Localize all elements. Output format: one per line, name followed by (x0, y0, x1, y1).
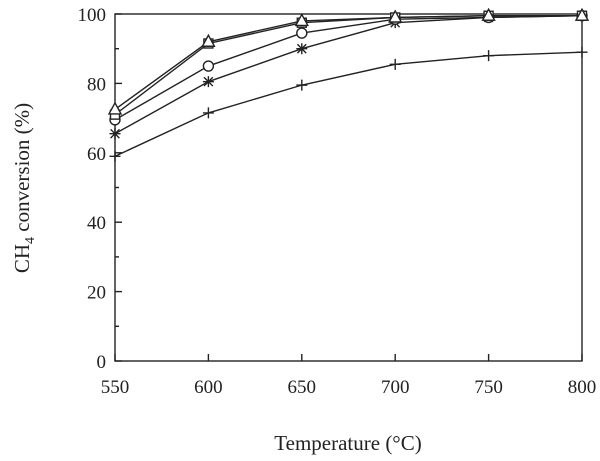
series-line (114, 15, 583, 121)
series-circle (109, 10, 588, 126)
data-point (296, 79, 308, 91)
data-point (109, 128, 121, 140)
y-axis-title-rest: conversion (%) (10, 103, 34, 237)
data-point (202, 60, 215, 72)
x-tick-label: 650 (288, 377, 317, 398)
data-point (202, 107, 214, 119)
axes: 0 20 40 60 80 100 550 600 650 700 750 800 (78, 5, 597, 398)
x-tick-label: 750 (474, 377, 503, 398)
x-tick-label: 550 (101, 377, 130, 398)
data-point (294, 12, 309, 27)
data-point (574, 7, 590, 21)
data-point (296, 27, 308, 39)
x-tick-label: 700 (381, 377, 410, 398)
data-point (201, 33, 216, 47)
data-point (483, 50, 495, 62)
y-axis-title-main: CH (10, 244, 34, 273)
series-plus (109, 46, 588, 162)
data-point (202, 76, 214, 88)
data-point (481, 7, 496, 21)
y-tick-label: 20 (87, 283, 106, 304)
series-triangle (107, 7, 590, 115)
y-tick-label: 80 (87, 74, 106, 95)
y-tick-label: 60 (87, 144, 106, 165)
y-tick-label: 0 (97, 352, 107, 373)
data-point (107, 101, 123, 115)
plot-frame (114, 13, 583, 362)
series-layer (107, 7, 590, 162)
data-point (576, 46, 588, 58)
x-tick-label: 600 (194, 377, 223, 398)
x-axis-title: Temperature (°C) (274, 431, 421, 455)
y-axis-title-subscript: 4 (23, 237, 38, 244)
data-point (296, 43, 308, 55)
y-tick-label: 100 (78, 5, 107, 26)
data-point (388, 9, 403, 23)
series-line (114, 15, 582, 116)
data-point (109, 150, 121, 162)
series-line (114, 15, 582, 110)
data-point (389, 58, 401, 70)
series-square (109, 10, 588, 120)
y-axis-title: CH4 conversion (%) (10, 103, 38, 273)
y-tick-label: 40 (87, 213, 106, 234)
series-line (114, 51, 583, 157)
x-tick-label: 800 (568, 377, 597, 398)
